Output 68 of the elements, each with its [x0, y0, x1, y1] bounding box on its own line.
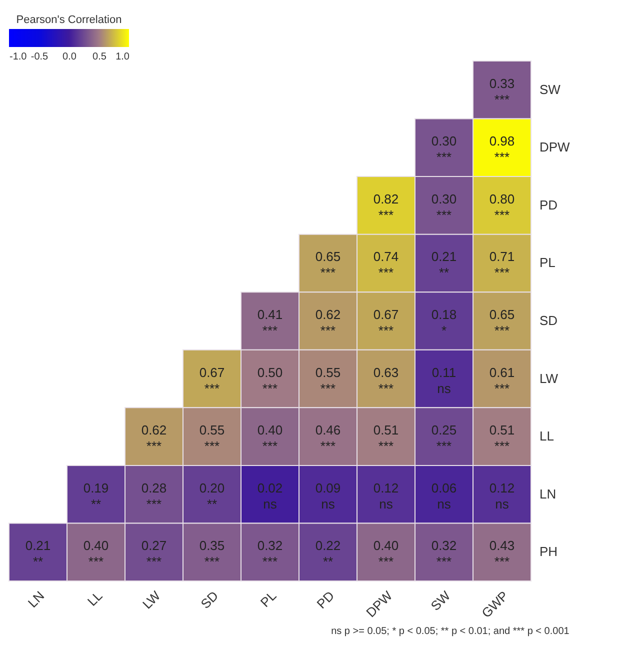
- data-label: 0.25 ***: [431, 422, 457, 454]
- x-tick-label: LW: [139, 588, 164, 612]
- y-tick-label: LW: [540, 370, 559, 386]
- x-tick-label: SW: [428, 588, 454, 614]
- y-tick-label: PD: [540, 197, 558, 212]
- legend-title: Pearson's Correlation: [16, 14, 122, 26]
- color-bar-label: 0.5: [92, 52, 107, 62]
- y-tick-label: SW: [540, 82, 562, 97]
- data-label: 0.43 ***: [489, 538, 515, 570]
- data-label: 0.62 ***: [141, 422, 167, 454]
- text: ns p >= 0.05; * p < 0.05; ** p < 0.01; and *** p < 0.001: [331, 626, 570, 638]
- data-label: 0.51 ***: [373, 422, 399, 454]
- data-label: 0.40 ***: [257, 422, 283, 454]
- data-label: 0.46 ***: [315, 422, 341, 454]
- y-tick-label: LL: [540, 428, 554, 444]
- data-label: 0.19 **: [83, 480, 109, 512]
- data-label: 0.22 **: [315, 538, 341, 570]
- data-label: 0.82 ***: [373, 191, 399, 222]
- data-label: 0.35 ***: [199, 538, 225, 570]
- data-label: 0.11 ns: [432, 364, 456, 396]
- x-tick-label: LL: [84, 588, 106, 609]
- data-label: 0.20 **: [199, 480, 225, 512]
- data-label: 0.61 ***: [489, 364, 515, 396]
- data-label: 0.32 ***: [431, 538, 457, 570]
- data-label: 0.06 ns: [431, 480, 457, 512]
- data-label: 0.74 ***: [373, 249, 399, 280]
- data-label: 0.80 ***: [489, 191, 515, 222]
- data-label: 0.30 ***: [431, 191, 457, 222]
- data-label: 0.65 ***: [489, 307, 515, 338]
- data-label: 0.55 ***: [199, 422, 225, 454]
- data-label: 0.41 ***: [257, 307, 283, 338]
- data-label: 0.12 ns: [489, 480, 515, 512]
- data-label: 0.18 *: [431, 307, 457, 338]
- y-tick-label: PL: [540, 255, 556, 270]
- y-tick-label: PH: [540, 544, 558, 560]
- color-bar-label: 0.0: [62, 52, 77, 62]
- data-label: 0.63 ***: [373, 364, 399, 396]
- data-label: 0.21 **: [431, 249, 457, 280]
- x-tick-label: PD: [314, 588, 338, 612]
- data-label: 0.98 ***: [489, 134, 515, 165]
- data-label: 0.40 ***: [373, 538, 399, 570]
- data-label: 0.51 ***: [489, 422, 515, 454]
- x-tick-label: SD: [198, 588, 222, 612]
- data-label: 0.55 ***: [315, 364, 341, 396]
- x-tick-label: LN: [24, 588, 48, 610]
- data-label: 0.02 ns: [257, 480, 283, 512]
- data-label: 0.28 ***: [141, 480, 167, 512]
- data-label: 0.62 ***: [315, 307, 341, 338]
- data-label: 0.32 ***: [257, 538, 283, 570]
- y-tick-label: DPW: [540, 140, 571, 155]
- data-label: 0.65 ***: [315, 249, 341, 280]
- data-label: 0.27 ***: [141, 538, 167, 570]
- data-label: 0.21 **: [25, 538, 51, 570]
- data-label: 0.67 ***: [373, 307, 399, 338]
- color-bar-label: 1.0: [116, 52, 130, 62]
- y-tick-label: LN: [540, 486, 556, 502]
- data-label: 0.71 ***: [489, 249, 515, 280]
- data-label: 0.67 ***: [199, 364, 225, 396]
- data-label: 0.30 ***: [431, 134, 457, 165]
- color-bar-label: -1.0: [10, 52, 28, 62]
- x-tick-label: PL: [257, 588, 280, 610]
- data-label: 0.12 ns: [373, 480, 399, 512]
- data-label: 0.33 ***: [489, 76, 515, 107]
- color-bar-label: -0.5: [30, 52, 49, 62]
- data-label: 0.40 ***: [83, 538, 109, 570]
- y-tick-label: SD: [540, 313, 558, 328]
- data-label: 0.09 ns: [315, 480, 341, 512]
- data-label: 0.50 ***: [257, 364, 283, 396]
